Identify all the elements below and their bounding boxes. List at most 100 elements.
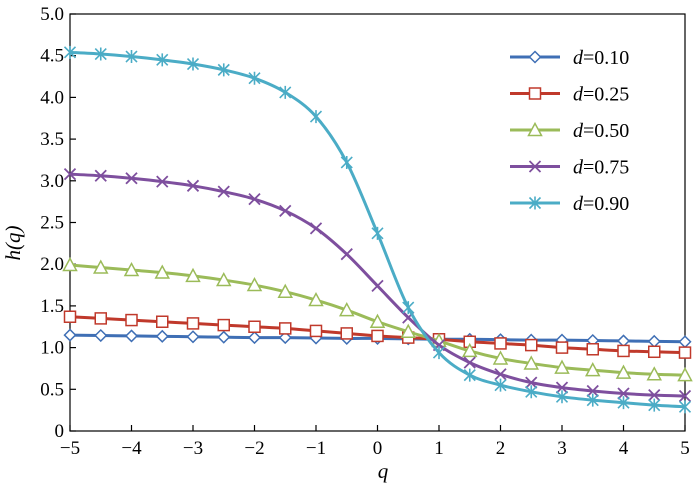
series-d=0.75 <box>63 167 692 403</box>
legend-label: d=0.90 <box>573 193 629 215</box>
data-point <box>94 47 107 61</box>
data-point <box>340 248 353 261</box>
data-point <box>646 366 663 381</box>
data-point <box>369 313 386 328</box>
data-point <box>62 256 78 272</box>
data-point <box>156 175 169 188</box>
data-point <box>371 329 384 343</box>
data-point <box>400 323 417 339</box>
data-point <box>555 390 569 404</box>
legend-marker <box>527 121 543 137</box>
legend-label: d=0.50 <box>573 120 629 142</box>
data-point <box>584 362 601 377</box>
data-point <box>555 341 569 354</box>
data-point <box>677 367 693 382</box>
legend-item: d=0.90 <box>510 193 629 215</box>
data-point <box>340 155 353 169</box>
data-point <box>678 400 692 414</box>
data-point <box>279 85 292 99</box>
data-point <box>63 45 77 59</box>
data-point <box>525 385 538 399</box>
data-point <box>186 330 200 344</box>
data-point <box>309 110 323 124</box>
data-point <box>124 329 139 343</box>
x-tick-label: −3 <box>183 438 203 459</box>
data-point <box>94 169 107 182</box>
data-point <box>461 342 478 358</box>
data-point <box>279 204 292 217</box>
data-point <box>156 315 169 328</box>
data-point <box>555 381 569 394</box>
data-point <box>309 222 323 235</box>
data-point <box>277 283 294 298</box>
data-point <box>247 331 262 345</box>
x-tick-label: −2 <box>244 438 264 459</box>
data-point <box>125 50 138 64</box>
data-point <box>309 324 323 338</box>
data-point <box>246 276 263 292</box>
data-point <box>123 261 140 277</box>
data-point <box>186 179 200 192</box>
data-point <box>463 356 476 369</box>
legend-label: d=0.75 <box>573 157 629 179</box>
data-point <box>617 387 630 400</box>
data-point <box>217 63 230 77</box>
y-tick-label: 1.0 <box>40 338 64 359</box>
y-tick-label: 4.0 <box>40 87 64 108</box>
legend-label: d=0.25 <box>573 84 629 106</box>
x-tick-label: −1 <box>306 438 326 459</box>
x-tick-label: −5 <box>60 438 80 459</box>
data-point <box>648 345 661 359</box>
x-tick-label: 4 <box>619 438 629 459</box>
x-axis: −5 −4 −3 −2 −1 0 1 2 3 4 5 <box>60 425 690 459</box>
x-tick-label: −4 <box>121 438 142 459</box>
data-point <box>340 327 353 340</box>
data-point <box>371 226 384 240</box>
data-point <box>525 338 538 352</box>
legend-marker <box>528 196 542 210</box>
data-point <box>678 389 692 403</box>
x-tick-label: 0 <box>373 438 383 459</box>
data-point <box>494 368 507 381</box>
data-point <box>125 172 138 185</box>
y-tick-label: 2.0 <box>40 254 64 275</box>
data-point <box>432 346 446 360</box>
data-point <box>217 330 231 344</box>
data-point <box>648 389 661 402</box>
y-tick-label: 0 <box>55 421 65 442</box>
data-point <box>217 318 230 332</box>
data-point <box>215 271 232 287</box>
y-tick-label: 0.5 <box>40 379 64 400</box>
data-point <box>63 167 77 181</box>
data-point <box>186 317 200 330</box>
data-point <box>678 346 692 359</box>
data-point <box>523 355 540 370</box>
data-point <box>248 320 261 333</box>
x-tick-label: 1 <box>434 438 444 459</box>
data-point <box>648 398 661 412</box>
data-point <box>586 384 599 398</box>
data-point <box>154 264 171 279</box>
data-point <box>186 57 200 71</box>
y-axis: 0 0.5 1.0 1.5 2.0 2.5 3.0 3.5 4.0 4.5 5.0 <box>40 4 76 442</box>
y-tick-label: 1.5 <box>40 296 64 317</box>
y-tick-label: 4.5 <box>40 46 64 67</box>
data-point <box>494 337 507 350</box>
data-point <box>308 291 324 307</box>
data-point <box>156 53 169 67</box>
x-axis-title: q <box>378 459 389 483</box>
data-point <box>155 329 169 343</box>
data-point <box>525 376 538 389</box>
data-point <box>586 343 599 356</box>
data-point <box>125 313 138 327</box>
data-point <box>463 368 476 382</box>
y-axis-title: h(q) <box>1 226 25 261</box>
data-point <box>63 328 77 342</box>
legend-item: d=0.10 <box>510 47 629 69</box>
data-point <box>94 328 108 343</box>
x-tick-label: 5 <box>680 438 690 459</box>
y-tick-label: 3.0 <box>40 171 64 192</box>
data-point <box>586 393 599 407</box>
y-tick-label: 5.0 <box>40 4 64 25</box>
